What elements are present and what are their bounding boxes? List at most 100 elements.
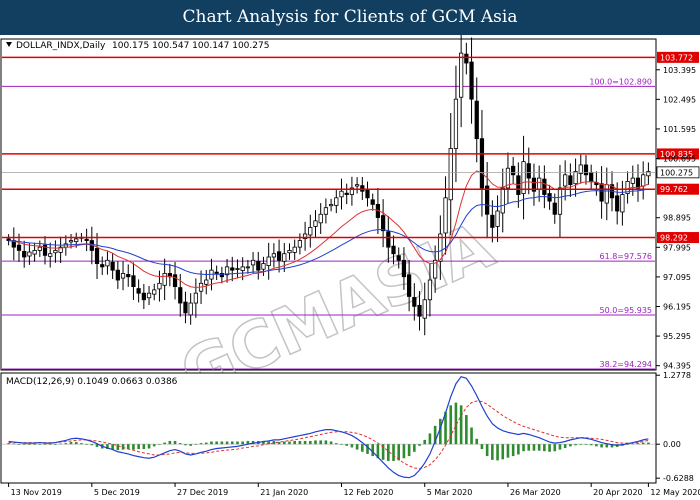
candle-body bbox=[448, 148, 453, 201]
macd-histogram-bar bbox=[563, 444, 567, 448]
macd-histogram-bar bbox=[121, 444, 125, 450]
macd-histogram-bar bbox=[605, 444, 609, 448]
candle-body bbox=[599, 183, 604, 202]
macd-histogram-bar bbox=[38, 444, 42, 445]
macd-histogram-bar bbox=[543, 444, 546, 452]
level-label-box bbox=[657, 51, 699, 63]
candle-body bbox=[464, 53, 469, 64]
macd-histogram-bar bbox=[439, 418, 442, 445]
candle-body bbox=[302, 233, 308, 239]
macd-histogram-bar bbox=[178, 443, 182, 445]
candle-body bbox=[505, 167, 511, 189]
candle-body bbox=[157, 282, 162, 290]
macd-histogram-bar bbox=[293, 440, 296, 445]
candle-body bbox=[563, 174, 568, 187]
macd-histogram-bar bbox=[142, 444, 146, 450]
macd-histogram-bar bbox=[340, 444, 343, 445]
support-resistance-levels: 103.772 100.835 99.762 98.292 100.275 bbox=[2, 51, 700, 244]
candle-body bbox=[256, 260, 261, 271]
candle-body bbox=[308, 227, 313, 236]
macd-histogram-bar bbox=[69, 442, 73, 445]
candle-body bbox=[162, 273, 167, 286]
macd-histogram-bar bbox=[402, 444, 406, 459]
candle-body bbox=[193, 292, 198, 304]
candle-body bbox=[360, 185, 365, 192]
level-label: 103.772 bbox=[660, 53, 693, 62]
candle-body bbox=[318, 213, 323, 224]
macd-histogram-bar bbox=[485, 444, 489, 457]
price-tick-label: 102.495 bbox=[663, 95, 696, 104]
macd-histogram-bar bbox=[579, 444, 583, 445]
macd-histogram-bar bbox=[137, 444, 140, 450]
macd-histogram-bar bbox=[329, 441, 333, 445]
candle-body bbox=[235, 268, 240, 270]
candle-body bbox=[266, 256, 271, 266]
candle-body bbox=[531, 177, 537, 192]
time-axis: 13 Nov 2019 5 Dec 2019 27 Dec 2019 21 Jan 2… bbox=[8, 483, 700, 497]
candle-body bbox=[521, 161, 526, 194]
macd-tick-label: 1.2778 bbox=[663, 371, 691, 380]
candle-body bbox=[42, 244, 48, 256]
current-price-label: 100.275 bbox=[660, 168, 693, 177]
price-tick-label: 96.195 bbox=[663, 302, 691, 311]
candle-body bbox=[152, 289, 157, 295]
macd-histogram-bar bbox=[532, 444, 536, 451]
time-tick-label: 26 Mar 2020 bbox=[510, 488, 561, 497]
macd-histogram-bar bbox=[548, 444, 551, 452]
price-tick-label: 101.595 bbox=[663, 125, 696, 134]
candle-body bbox=[583, 164, 589, 176]
macd-histogram-bar bbox=[241, 441, 244, 445]
macd-main-line bbox=[8, 376, 649, 479]
candle-body bbox=[230, 267, 235, 271]
candle-body bbox=[240, 266, 245, 271]
macd-tick-label: -0.6288 bbox=[663, 474, 694, 483]
candle-body bbox=[485, 185, 490, 215]
candle-body bbox=[573, 171, 578, 185]
macd-histogram-bar bbox=[454, 402, 458, 445]
macd-histogram-bar bbox=[491, 444, 494, 460]
macd-histogram-bar bbox=[527, 444, 531, 451]
candle-body bbox=[328, 204, 334, 207]
macd-histogram-bar bbox=[418, 444, 421, 446]
candle-body bbox=[214, 271, 219, 274]
macd-histogram-bar bbox=[324, 440, 328, 445]
macd-histogram-bar bbox=[636, 443, 640, 445]
macd-histogram-bar bbox=[355, 444, 359, 450]
candle-body bbox=[542, 178, 547, 195]
fibonacci-label: 38.2=94.294 bbox=[599, 360, 652, 369]
macd-histogram-bar bbox=[308, 440, 312, 445]
candle-body bbox=[615, 195, 620, 212]
macd-histogram-bar bbox=[569, 444, 572, 447]
macd-histogram-bar bbox=[480, 444, 484, 450]
macd-histogram-bar bbox=[537, 444, 541, 451]
macd-histogram-bar bbox=[397, 444, 401, 461]
candle-body bbox=[641, 174, 646, 187]
price-tick-label: 100.695 bbox=[663, 155, 696, 164]
macd-histogram-bar bbox=[215, 441, 218, 445]
chart-menu-arrow-icon[interactable] bbox=[6, 42, 12, 47]
candle-body bbox=[219, 273, 224, 278]
macd-histogram-bar bbox=[381, 444, 385, 460]
time-tick-label: 13 Nov 2019 bbox=[11, 488, 62, 497]
candle-body bbox=[578, 164, 583, 174]
level-label-box bbox=[657, 232, 699, 244]
macd-histogram-bar bbox=[387, 444, 390, 461]
candle-body bbox=[313, 220, 318, 227]
macd-histogram-bar bbox=[7, 443, 10, 445]
macd-histogram-bar bbox=[600, 444, 603, 448]
candle-body bbox=[557, 187, 563, 215]
time-tick-label: 27 Dec 2019 bbox=[177, 488, 228, 497]
candle-body bbox=[401, 259, 407, 278]
candle-body bbox=[344, 192, 349, 195]
macd-histogram-bar bbox=[589, 444, 593, 446]
candle-body bbox=[646, 171, 651, 177]
candle-body bbox=[27, 251, 32, 257]
candle-body bbox=[282, 253, 287, 262]
candle-body bbox=[552, 202, 557, 215]
macd-histogram-bar bbox=[496, 444, 499, 461]
macd-histogram-bar bbox=[64, 443, 68, 445]
candle-body bbox=[625, 180, 630, 194]
level-label: 98.292 bbox=[660, 234, 688, 243]
macd-histogram-bar bbox=[350, 444, 354, 448]
candle-body bbox=[22, 251, 27, 258]
